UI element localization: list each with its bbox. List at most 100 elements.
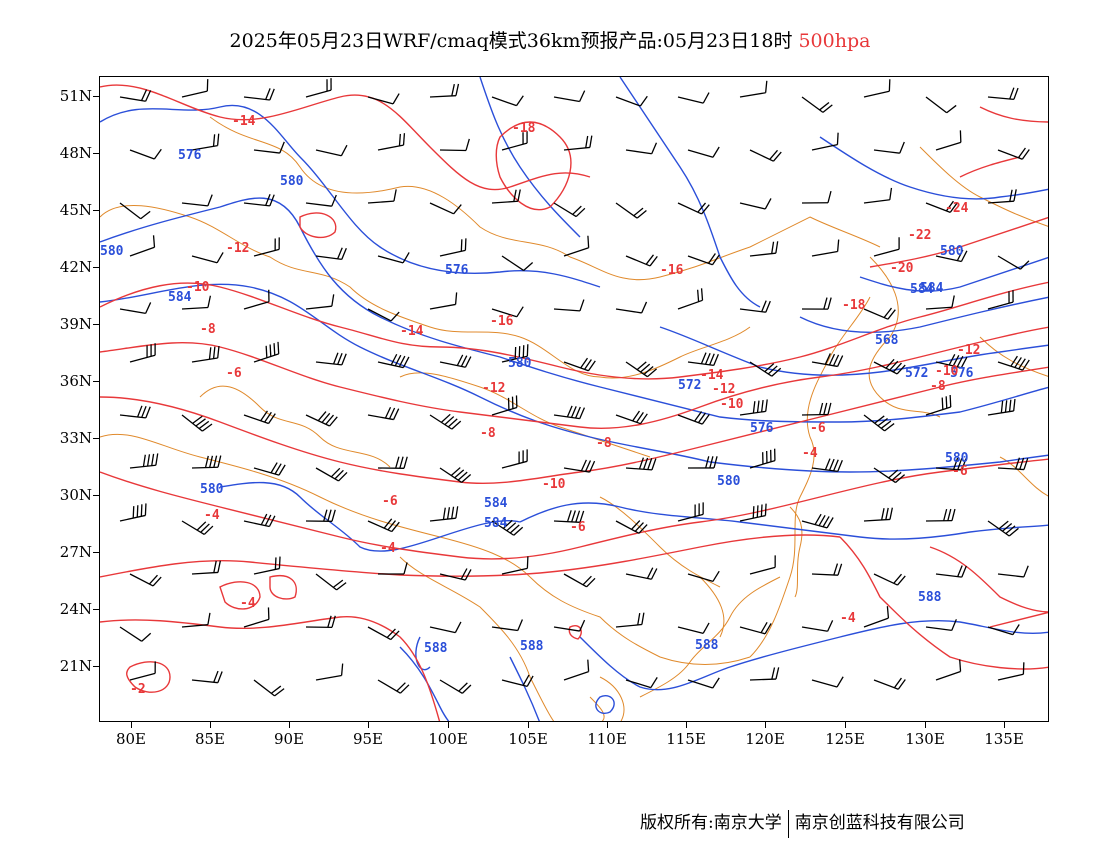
wind-barb bbox=[811, 132, 839, 151]
lon-tick bbox=[1004, 722, 1005, 728]
lon-tick bbox=[607, 722, 608, 728]
temp-contour-label: -6 bbox=[226, 366, 242, 381]
wind-barb bbox=[253, 237, 280, 257]
height-contour-label: 580 bbox=[717, 474, 741, 489]
wind-barb bbox=[243, 88, 275, 101]
temp-contour-label: -12 bbox=[226, 241, 249, 256]
wind-barb bbox=[677, 288, 704, 310]
wind-barb bbox=[687, 677, 720, 689]
wind-barb bbox=[181, 295, 212, 310]
temp-contour-label: -8 bbox=[480, 426, 496, 441]
wind-barb bbox=[863, 606, 890, 628]
wind-barb bbox=[687, 456, 718, 469]
lat-label: 45N bbox=[59, 201, 92, 219]
wind-barb bbox=[563, 573, 596, 588]
wind-barb bbox=[439, 568, 472, 581]
wind-barb bbox=[501, 674, 534, 688]
pressure-level: 500hpa bbox=[798, 30, 871, 52]
lat-label: 24N bbox=[59, 600, 92, 618]
height-contour-label: 580 bbox=[100, 244, 124, 259]
wind-barb bbox=[501, 255, 534, 271]
lon-label: 105E bbox=[508, 730, 548, 748]
wind-barb bbox=[615, 520, 648, 534]
lon-label: 80E bbox=[115, 730, 147, 748]
wind-barb bbox=[181, 520, 214, 535]
temp-contour-label: -8 bbox=[596, 436, 612, 451]
wind-barb bbox=[119, 89, 152, 102]
height-contour-label: 572 bbox=[905, 366, 928, 381]
lat-label: 21N bbox=[59, 657, 92, 675]
wind-barb bbox=[873, 467, 906, 484]
height-contour-label: 572 bbox=[678, 378, 701, 393]
wind-barb bbox=[315, 663, 344, 681]
wind-barb bbox=[863, 79, 891, 98]
wind-barb bbox=[439, 138, 470, 152]
height-contour-label: 580 bbox=[508, 356, 532, 371]
height-contour-label: 580 bbox=[200, 482, 224, 497]
wind-barb bbox=[119, 626, 152, 642]
wind-barb bbox=[377, 252, 410, 264]
wind-barb bbox=[749, 555, 776, 575]
lat-label: 48N bbox=[59, 144, 92, 162]
lon-label: 130E bbox=[905, 730, 945, 748]
wind-barb bbox=[367, 189, 397, 204]
wind-barb bbox=[429, 413, 462, 430]
wind-barb bbox=[811, 676, 844, 688]
temp-contour-label: -14 bbox=[700, 368, 724, 383]
wind-barb bbox=[625, 567, 658, 580]
height-contour-label: 580 bbox=[945, 451, 969, 466]
lat-tick bbox=[93, 267, 99, 268]
temp-contour-label: -14 bbox=[232, 114, 256, 129]
temp-contour-label: -18 bbox=[842, 298, 866, 313]
lon-label: 110E bbox=[587, 730, 627, 748]
height-contour-label: 588 bbox=[695, 638, 719, 653]
wind-barb bbox=[739, 198, 772, 210]
temp-contour-label: -4 bbox=[380, 541, 396, 556]
lat-label: 39N bbox=[59, 315, 92, 333]
copyright-left: 版权所有:南京大学 bbox=[640, 813, 782, 833]
temp-contour-label: -4 bbox=[802, 446, 818, 461]
height-contour-label: 576 bbox=[950, 366, 974, 381]
wind-barb bbox=[429, 202, 462, 215]
height-contour-label: 576 bbox=[445, 263, 469, 278]
wind-barb bbox=[367, 406, 400, 421]
wind-barb bbox=[377, 456, 408, 469]
wind-barb bbox=[749, 149, 782, 162]
lat-tick bbox=[93, 495, 99, 496]
wind-barb bbox=[491, 189, 521, 204]
wind-barb bbox=[677, 92, 710, 104]
temp-contour-label: -2 bbox=[130, 682, 146, 697]
lat-label: 30N bbox=[59, 486, 92, 504]
wind-barb bbox=[553, 202, 586, 218]
wind-barb bbox=[563, 357, 596, 372]
wind-barb bbox=[563, 659, 590, 681]
wind-barb bbox=[181, 194, 213, 207]
wind-barb bbox=[997, 255, 1030, 270]
wind-barb bbox=[129, 235, 156, 257]
wind-barb bbox=[429, 83, 460, 98]
wind-barb bbox=[863, 507, 893, 522]
wind-barb bbox=[811, 563, 843, 576]
wind-barb bbox=[553, 619, 586, 632]
lon-label: 100E bbox=[428, 730, 468, 748]
wind-barb bbox=[925, 394, 952, 416]
wind-barb bbox=[935, 130, 962, 151]
wind-barb bbox=[873, 237, 900, 257]
lat-tick bbox=[93, 96, 99, 97]
wind-barb bbox=[687, 352, 719, 367]
lon-tick bbox=[528, 722, 529, 728]
lon-label: 85E bbox=[194, 730, 226, 748]
lat-tick bbox=[93, 666, 99, 667]
height-contour-label: 580 bbox=[280, 174, 304, 189]
wind-barb bbox=[801, 513, 834, 529]
map-title: 2025年05月23日WRF/cmaq模式36km预报产品:05月23日18时 5… bbox=[0, 26, 1100, 53]
wind-barb bbox=[119, 503, 147, 522]
temp-contour-label: -20 bbox=[890, 261, 914, 276]
lon-tick bbox=[368, 722, 369, 728]
wind-barb bbox=[119, 302, 152, 314]
copyright-right: 南京创蓝科技有限公司 bbox=[794, 813, 965, 833]
wind-barb bbox=[377, 133, 406, 151]
wind-barb bbox=[615, 95, 648, 107]
wind-barb bbox=[553, 510, 585, 523]
wind-barb bbox=[439, 354, 472, 368]
